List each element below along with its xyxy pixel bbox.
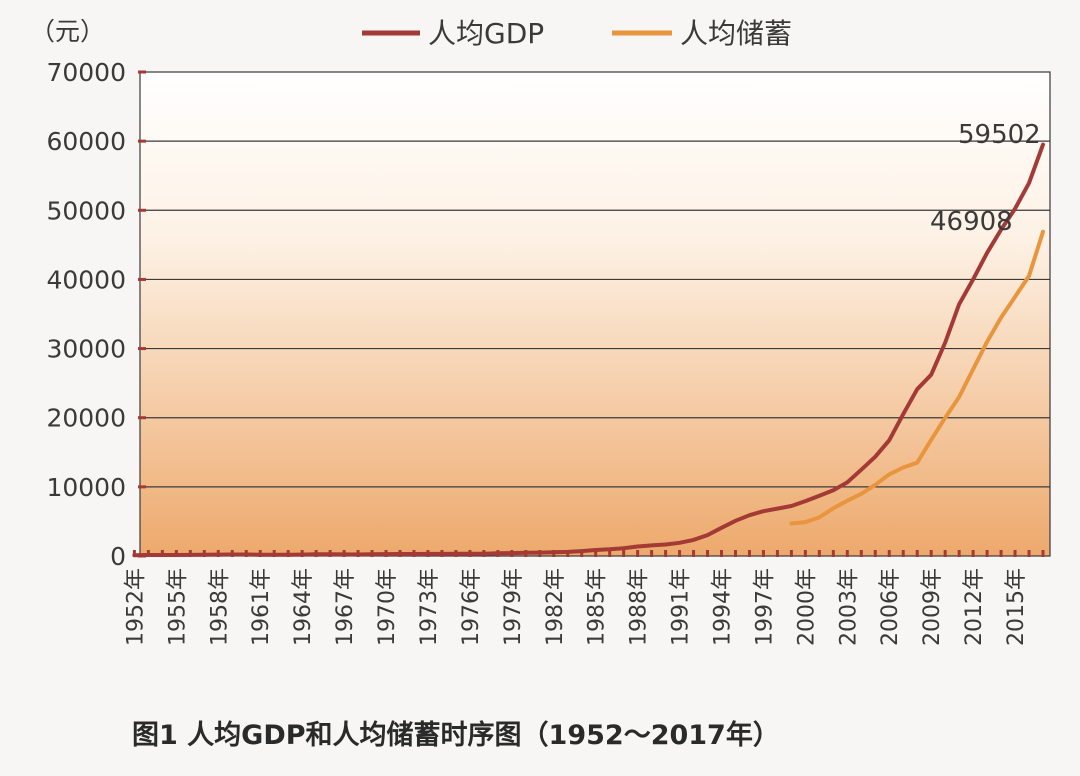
x-tick-label: 1973年 bbox=[417, 568, 442, 646]
y-tick-label: 70000 bbox=[46, 58, 126, 87]
x-tick-label: 1952年 bbox=[123, 568, 148, 646]
series-line-savings bbox=[789, 229, 1045, 526]
x-tick-label: 1994年 bbox=[711, 568, 736, 646]
x-tick-label: 1955年 bbox=[165, 568, 190, 646]
series-line-gdp bbox=[132, 142, 1045, 558]
legend: 人均GDP 人均储蓄 bbox=[362, 17, 792, 50]
x-tick-label: 2003年 bbox=[836, 568, 861, 646]
y-tick-label: 40000 bbox=[46, 265, 126, 294]
annotation-gdp-2017: 59502 bbox=[958, 120, 1041, 150]
x-tick-label: 1988年 bbox=[627, 568, 652, 646]
y-tick-label: 20000 bbox=[46, 404, 126, 433]
x-tick-label: 1976年 bbox=[459, 568, 484, 646]
legend-label-gdp: 人均GDP bbox=[428, 17, 544, 50]
x-tick-label: 1970年 bbox=[375, 568, 400, 646]
x-tick-label: 2000年 bbox=[794, 568, 819, 646]
x-tick-label: 2009年 bbox=[920, 568, 945, 646]
x-tick-label: 1979年 bbox=[501, 568, 526, 646]
y-axis-ticks: 0 10000 20000 30000 40000 50000 60000 70000 bbox=[46, 58, 146, 571]
chart-caption: 图1 人均GDP和人均储蓄时序图（1952～2017年） bbox=[132, 719, 780, 751]
x-tick-label: 1982年 bbox=[543, 568, 568, 646]
x-tick-label: 1967年 bbox=[333, 568, 358, 646]
y-unit-label: （元） bbox=[30, 17, 105, 46]
x-tick-label: 1985年 bbox=[585, 568, 610, 646]
plot-area bbox=[139, 71, 1051, 557]
y-tick-label: 30000 bbox=[46, 335, 126, 364]
x-tick-label: 2015年 bbox=[1004, 568, 1029, 646]
x-tick-label: 1997年 bbox=[752, 568, 777, 646]
grid-lines bbox=[140, 140, 1050, 488]
legend-label-savings: 人均储蓄 bbox=[680, 17, 792, 50]
y-tick-label: 0 bbox=[110, 542, 126, 571]
annotation-savings-2017: 46908 bbox=[930, 207, 1013, 237]
series-lines bbox=[132, 142, 1045, 558]
x-tick-label: 1961年 bbox=[249, 568, 274, 646]
x-tick-label: 1991年 bbox=[669, 568, 694, 646]
x-tick-label: 2012年 bbox=[962, 568, 987, 646]
x-tick-label: 2006年 bbox=[878, 568, 903, 646]
x-tick-label: 1958年 bbox=[207, 568, 232, 646]
y-tick-label: 50000 bbox=[46, 196, 126, 225]
y-tick-label: 60000 bbox=[46, 127, 126, 156]
x-axis-labels: 1952年 1955年 1958年 1961年 1964年 1967年 1970年 1973年… bbox=[123, 568, 1029, 646]
y-tick-label: 10000 bbox=[46, 473, 126, 502]
x-tick-label: 1964年 bbox=[291, 568, 316, 646]
